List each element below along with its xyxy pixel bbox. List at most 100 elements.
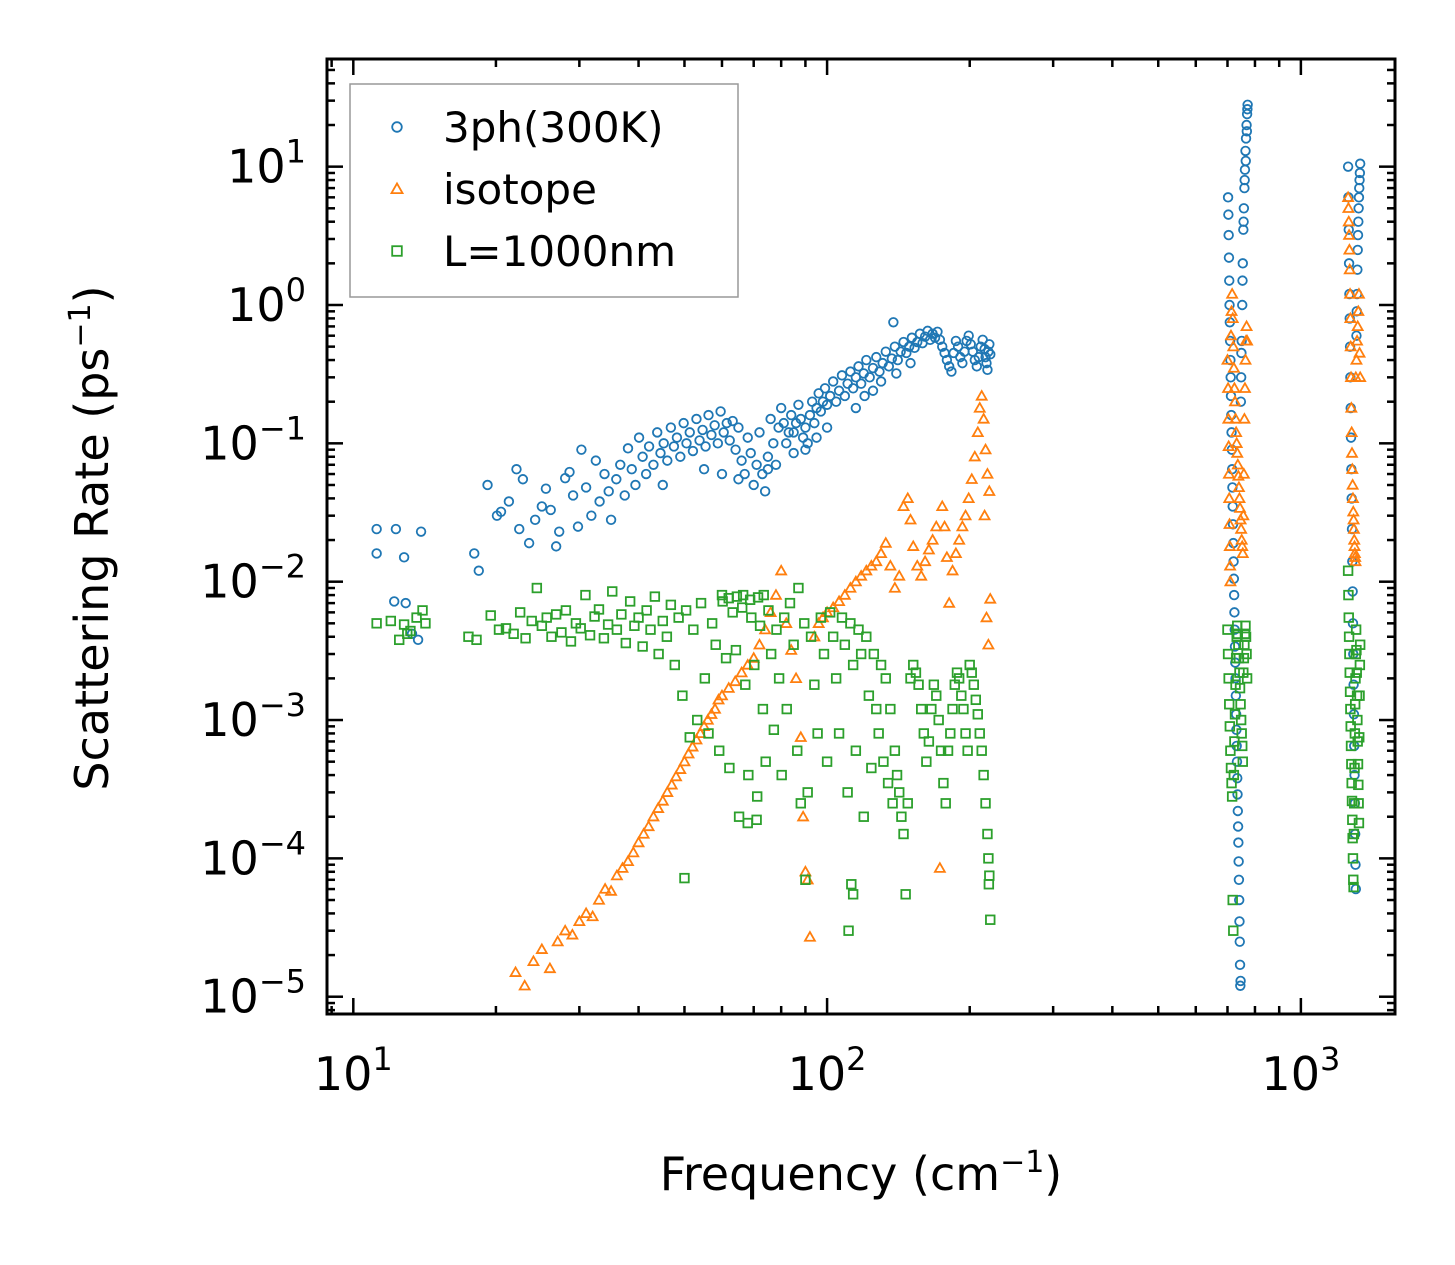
data-point: [655, 447, 666, 459]
data-point: [706, 618, 718, 629]
data-point: [941, 354, 953, 366]
data-point: [819, 383, 831, 394]
data-point: [792, 745, 803, 756]
data-point: [933, 714, 944, 726]
data-point: [1235, 975, 1246, 987]
data-point: [942, 596, 956, 608]
data-point: [668, 441, 680, 452]
data-point: [1239, 174, 1250, 186]
data-point: [657, 615, 668, 627]
data-point: [616, 861, 630, 873]
data-point: [781, 703, 792, 715]
plot-frame: [325, 57, 1397, 1016]
data-point: [762, 451, 774, 462]
data-point: [649, 591, 661, 602]
data-point: [611, 624, 623, 635]
data-point: [737, 602, 748, 613]
data-point: [926, 533, 940, 545]
y-tick-label: 101: [227, 133, 306, 194]
data-point: [661, 631, 673, 642]
data-point: [812, 728, 823, 739]
data-point: [619, 490, 630, 501]
data-point: [759, 486, 771, 497]
y-axis-label: Scattering Rate (ps−1): [63, 285, 119, 790]
data-point: [850, 745, 862, 756]
data-point: [671, 432, 683, 443]
series-0: [371, 99, 1366, 991]
data-point: [1240, 334, 1254, 346]
data-point: [983, 853, 994, 864]
data-point: [722, 681, 736, 693]
data-point: [736, 455, 747, 466]
data-point: [1221, 412, 1235, 424]
data-point: [1351, 330, 1362, 341]
data-point: [947, 703, 958, 715]
legend-label: isotope: [443, 165, 597, 214]
data-point: [971, 361, 982, 372]
data-point: [763, 605, 774, 616]
data-point: [946, 366, 957, 377]
data-point: [551, 934, 565, 947]
data-point: [833, 385, 845, 396]
data-point: [1233, 501, 1247, 513]
data-point: [916, 703, 927, 715]
data-point: [964, 659, 975, 671]
data-point: [1223, 673, 1234, 684]
data-point: [603, 486, 614, 497]
data-point: [1222, 624, 1233, 635]
data-point: [604, 884, 618, 896]
data-point: [1227, 361, 1241, 373]
data-point: [770, 459, 782, 470]
data-point: [508, 628, 519, 640]
data-point: [1232, 789, 1243, 800]
data-point: [1350, 673, 1361, 684]
legend-marker: [391, 121, 403, 133]
data-point: [536, 501, 548, 512]
data-point: [901, 347, 912, 359]
data-point: [731, 591, 743, 602]
data-point: [962, 745, 973, 756]
data-point: [398, 552, 410, 563]
data-point: [765, 413, 776, 425]
data-point: [940, 798, 951, 809]
data-point: [931, 690, 942, 701]
data-point: [572, 914, 586, 927]
data-point: [598, 882, 612, 894]
x-tick-label: 102: [788, 1040, 867, 1101]
data-point: [1233, 856, 1244, 867]
data-point: [832, 594, 846, 607]
data-point: [1343, 589, 1354, 601]
data-point: [1348, 554, 1362, 567]
data-point: [417, 605, 428, 616]
data-point: [798, 865, 812, 877]
data-point: [1241, 126, 1253, 137]
data-point: [540, 483, 552, 494]
data-point: [716, 589, 728, 601]
data-point: [620, 637, 632, 649]
data-point: [853, 624, 864, 635]
data-point: [952, 533, 966, 545]
data-point: [833, 728, 845, 739]
data-point: [553, 526, 565, 537]
data-point: [1240, 155, 1251, 167]
data-point: [1233, 837, 1244, 848]
data-point: [592, 893, 606, 905]
data-point: [748, 479, 759, 491]
data-point: [1351, 319, 1365, 332]
data-point: [684, 427, 695, 438]
data-point: [1350, 859, 1361, 870]
data-point: [745, 447, 756, 459]
data-point: [565, 636, 577, 647]
data-point: [1238, 203, 1250, 214]
data-point: [646, 809, 660, 822]
data-point: [1236, 728, 1247, 739]
data-point: [1240, 145, 1251, 157]
data-point: [1352, 714, 1363, 726]
data-point: [861, 354, 872, 366]
data-point: [558, 923, 572, 936]
data-point: [1231, 756, 1243, 767]
data-point: [871, 351, 882, 363]
data-point: [1235, 372, 1247, 383]
data-point: [1242, 104, 1253, 115]
data-point: [493, 624, 505, 635]
